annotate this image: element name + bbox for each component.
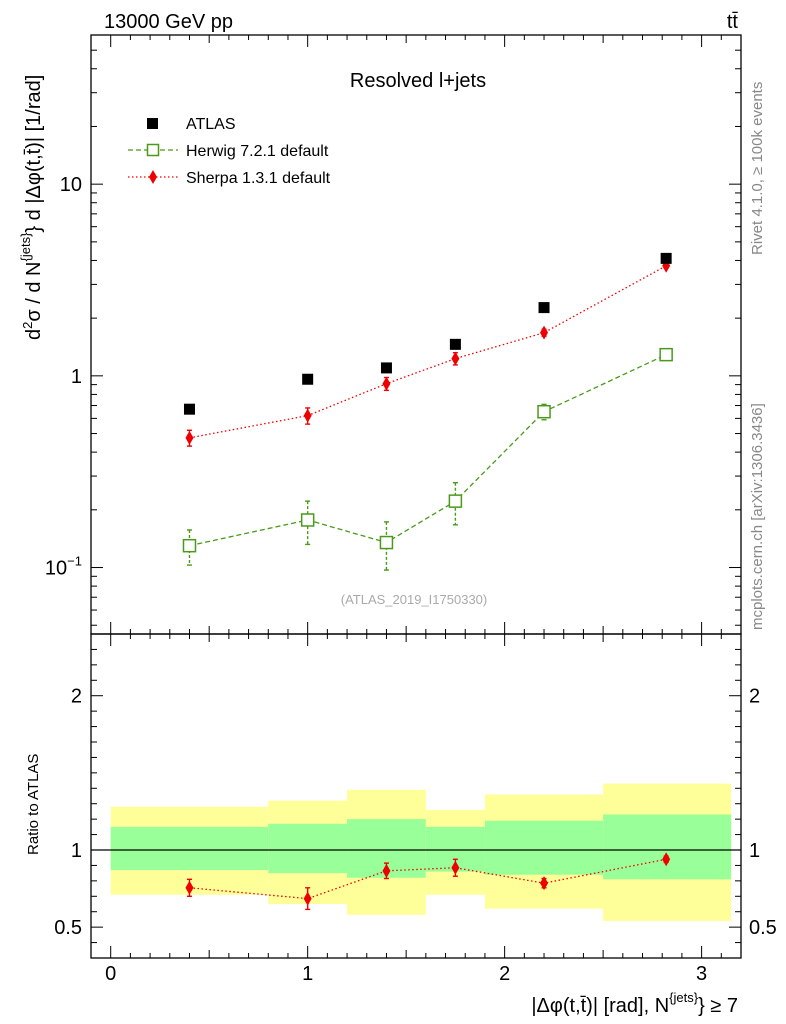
ratio-y-tick-label-right: 2 xyxy=(749,686,760,708)
atlas-point xyxy=(380,362,392,374)
main-y-tick-label: 10−1 xyxy=(45,554,82,580)
ratio-panel: 0.5 0.5 1 1 2 2 0 1 2 3 xyxy=(54,633,777,985)
mcplots-label: mcplots.cern.ch [arXiv:1306.3436] xyxy=(749,403,766,630)
atlas-point xyxy=(183,403,195,415)
sherpa-point xyxy=(382,376,391,391)
x-axis-label: |Δφ(t,t̄)| [rad], N{jets}} ≥ 7 xyxy=(531,990,738,1017)
ratio-y-tick-label-left: 1 xyxy=(71,840,82,862)
ratio-y-tick-label-left: 2 xyxy=(71,686,82,708)
ratio-sherpa-point xyxy=(451,860,460,875)
sherpa-line xyxy=(189,265,667,439)
ratio-band-inner xyxy=(603,814,732,880)
x-tick-label: 2 xyxy=(499,963,510,985)
sherpa-point xyxy=(185,430,194,445)
atlas-point xyxy=(302,373,314,385)
legend-herwig-marker xyxy=(146,143,160,157)
ratio-band-inner xyxy=(268,823,348,874)
ratio-ylabel: Ratio to ATLAS xyxy=(25,754,42,855)
ratio-sherpa-point xyxy=(540,876,549,891)
ratio-sherpa-point xyxy=(382,863,391,878)
sherpa-point xyxy=(451,351,460,366)
herwig-point xyxy=(448,494,463,508)
energy-label: 13000 GeV pp xyxy=(104,11,233,33)
reference-label: (ATLAS_2019_I1750330) xyxy=(341,592,487,607)
ratio-sherpa-point xyxy=(303,891,312,906)
herwig-point xyxy=(379,535,394,550)
atlas-point xyxy=(660,252,672,264)
herwig-line xyxy=(189,354,667,547)
ratio-y-tick-label-left: 0.5 xyxy=(54,917,82,939)
atlas-point xyxy=(449,338,461,350)
sherpa-point xyxy=(540,325,549,340)
ratio-sherpa-point xyxy=(662,852,671,867)
herwig-point xyxy=(300,513,315,527)
main-y-tick-label: 1 xyxy=(71,366,82,388)
main-ylabel: d2σ / d N{jets}} d |Δφ(t,t̄)| [1/rad] xyxy=(18,75,45,340)
x-tick-label: 0 xyxy=(105,963,116,985)
legend-herwig-label: Herwig 7.2.1 default xyxy=(186,143,329,160)
herwig-point xyxy=(659,347,673,362)
x-tick-label: 3 xyxy=(696,963,707,985)
ratio-sherpa-point xyxy=(185,880,194,895)
ratio-y-tick-label-right: 1 xyxy=(749,840,760,862)
x-tick-label: 1 xyxy=(302,963,313,985)
herwig-point xyxy=(537,404,551,419)
legend: ATLAS Herwig 7.2.1 default Sherpa 1.3.1 … xyxy=(128,116,331,187)
ratio-y-tick-label-right: 0.5 xyxy=(749,917,777,939)
herwig-point xyxy=(182,538,197,553)
main-y-tick-label: 10 xyxy=(60,174,82,196)
sherpa-point xyxy=(303,408,312,423)
legend-sherpa-label: Sherpa 1.3.1 default xyxy=(186,170,331,187)
legend-sherpa-marker xyxy=(149,170,157,184)
ratio-sherpa-line xyxy=(189,858,667,900)
main-title: Resolved l+jets xyxy=(350,70,486,92)
atlas-point xyxy=(538,302,550,314)
ratio-frame xyxy=(90,633,742,959)
ratio-band-inner xyxy=(110,826,269,871)
process-label: tt̄ xyxy=(727,11,739,33)
legend-atlas-label: ATLAS xyxy=(186,116,236,133)
legend-atlas-marker xyxy=(147,118,158,129)
rivet-label: Rivet 4.1.0, ≥ 100k events xyxy=(749,82,766,255)
ratio-band-inner xyxy=(484,820,604,875)
